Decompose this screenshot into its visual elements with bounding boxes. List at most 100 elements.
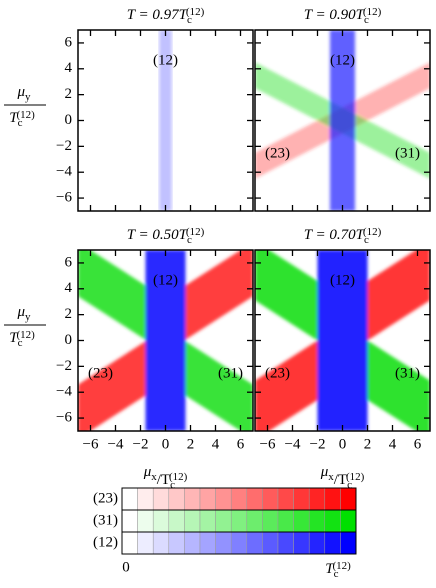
colorbar-cell [230,531,248,555]
colorbar-cell [215,531,232,555]
y-axis-label-part: y [25,311,31,323]
colorbar-cell [308,509,326,533]
colorbar-cell [168,531,185,555]
panel-title-part: c [364,14,369,26]
colorbar-cell [152,531,170,555]
colorbar-cell [277,509,294,533]
y-tick-label: 2 [65,306,73,322]
panel-title-part: T = 0.90T [304,7,366,23]
x-tick-label: 6 [414,436,422,452]
y-tick-label: −4 [56,164,72,180]
colorbar-cell [293,509,310,533]
colorbar-cell [184,531,201,555]
colorbar-max-label-part: T [325,561,335,577]
colorbar-cell [308,531,326,555]
colorbar-cell [246,531,263,555]
colorbar-cell [340,531,357,555]
panel-title: T = 0.70Tc(12) [304,226,382,246]
panel-title-part: c [364,234,369,246]
phase-region [184,250,253,341]
phases [159,30,172,211]
colorbar-max-label: Tc(12) [325,560,351,580]
colorbar-cell [152,487,170,511]
colorbar-cell [199,509,216,533]
panel-title-part: c [187,14,192,26]
y-tick-label: −6 [56,410,72,426]
y-axis-label: μy [16,84,31,102]
y-axis-label-part: y [25,91,31,103]
y-tick-label: 4 [65,60,73,76]
x-axis-label-part: (12) [346,471,365,483]
x-axis-label-part: /T [157,472,170,488]
panel-title: T = 0.97Tc(12) [127,6,205,26]
colorbar-row-label: (12) [93,534,118,550]
phase-region [78,250,147,341]
y-tick-label: 4 [65,280,73,296]
colorbar-cell [324,509,341,533]
colorbar-row-label: (31) [93,512,118,528]
phase-region [367,250,430,341]
colorbar-min-label: 0 [122,559,130,575]
x-tick-label: 4 [389,436,397,452]
plot-area [255,250,430,431]
colorbar-cell [246,487,263,511]
region-label: (12) [330,52,355,68]
y-tick-label: −4 [56,384,72,400]
colorbar-cell [184,487,201,511]
colorbar-cell [262,531,279,555]
colorbar-cell [121,487,138,511]
colorbar-row-frame [121,531,357,555]
colorbar-cell [184,509,201,533]
colorbar-cell [277,531,294,555]
panel-title-part: (12) [363,226,382,238]
y-axis-label-part: (12) [16,109,35,121]
x-tick-label: 2 [187,436,195,452]
x-tick-label: −6 [260,436,276,452]
y-axis-label-part: μ [16,304,25,320]
colorbar-cell [230,509,248,533]
y-axis-label-part: c [18,337,23,349]
plot-area [255,30,430,211]
colorbar-cell [137,487,154,511]
phases [255,30,430,211]
x-axis-label-part: x [151,471,157,483]
x-tick-label: −4 [108,436,124,452]
region-label: (31) [395,366,420,382]
colorbar-cell [277,487,294,511]
colorbar-cell [199,531,216,555]
x-tick-label: −2 [133,436,149,452]
colorbar-max-label-part: c [334,568,339,580]
panel-title: T = 0.50Tc(12) [127,226,205,246]
y-tick-label: −2 [56,358,72,374]
x-axis-label: μx/Tc(12) [320,464,365,490]
phase-region [255,250,318,341]
y-tick-label: −2 [56,138,72,154]
x-axis-label-part: x [328,471,334,483]
phase-region [159,30,172,211]
x-axis-label-part: (12) [169,471,188,483]
region-label: (23) [265,366,290,382]
colorbar-cell [199,487,216,511]
x-axis-label-part: μ [320,464,329,480]
x-tick-label: 2 [364,436,372,452]
x-tick-label: 0 [162,436,170,452]
plot-area [159,30,172,211]
region-label: (12) [153,272,178,288]
region-label: (23) [265,146,290,162]
colorbar-max-label-part: (12) [332,560,351,572]
x-axis-label-part: /T [334,472,347,488]
y-tick-label: 0 [65,332,73,348]
region-label: (12) [153,52,178,68]
x-axis-label-part: c [347,479,352,491]
colorbar-cell [215,487,232,511]
phase-region [367,340,430,431]
panel-title-part: T = 0.70T [304,227,366,243]
phases [255,250,430,431]
x-tick-label: 4 [212,436,220,452]
x-tick-label: −6 [83,436,99,452]
colorbar-cell [340,509,357,533]
panel-title-part: c [187,234,192,246]
x-axis-label-part: μ [143,464,152,480]
x-axis-label-part: c [170,479,175,491]
colorbar-cell [308,487,326,511]
